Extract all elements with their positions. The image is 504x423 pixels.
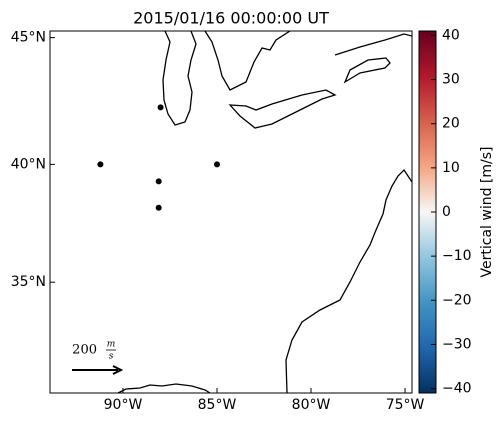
station-point (97, 161, 104, 168)
x-tick-label: 75°W (386, 397, 425, 413)
y-tick-label: 40°N (11, 156, 46, 172)
quiver-key-unit-bottom: s (109, 352, 114, 362)
x-tick-label: 85°W (198, 397, 237, 413)
east-coast (285, 168, 412, 393)
colorbar-tick-label: 20 (442, 116, 460, 132)
lake-michigan (162, 31, 197, 126)
station-point (157, 104, 164, 111)
colorbar-tick-label: −20 (442, 292, 472, 308)
station-point (213, 161, 220, 168)
quiver-key-arrow (72, 365, 124, 375)
x-tick-label: 80°W (292, 397, 331, 413)
station-point (155, 204, 162, 211)
colorbar-tick-label: −10 (442, 248, 472, 264)
colorbar-tick-label: 10 (442, 160, 460, 176)
y-tick-label: 35°N (11, 274, 46, 290)
coastlines (117, 31, 412, 393)
colorbar-label: Vertical wind [m/s] (479, 147, 495, 278)
x-tick-label: 90°W (104, 397, 143, 413)
colorbar-tick-label: 0 (442, 204, 451, 220)
colorbar-tick-label: −40 (442, 381, 472, 397)
colorbar-tick-label: 40 (442, 27, 460, 43)
gulf-coast (117, 383, 211, 393)
quiver-key-value: 200 (72, 343, 97, 358)
station-point (155, 178, 162, 185)
st-lawrence (334, 33, 412, 56)
lake-ontario (343, 57, 391, 84)
colorbar-tick-label: 30 (442, 72, 460, 88)
colorbar-tick-label: −30 (442, 336, 472, 352)
quiver-key-unit-top: m (107, 340, 116, 350)
y-tick-label: 45°N (11, 30, 46, 46)
lake-erie (228, 89, 337, 129)
map-frame (49, 30, 413, 394)
lake-huron (204, 31, 291, 91)
chart-title: 2015/01/16 00:00:00 UT (133, 9, 329, 28)
